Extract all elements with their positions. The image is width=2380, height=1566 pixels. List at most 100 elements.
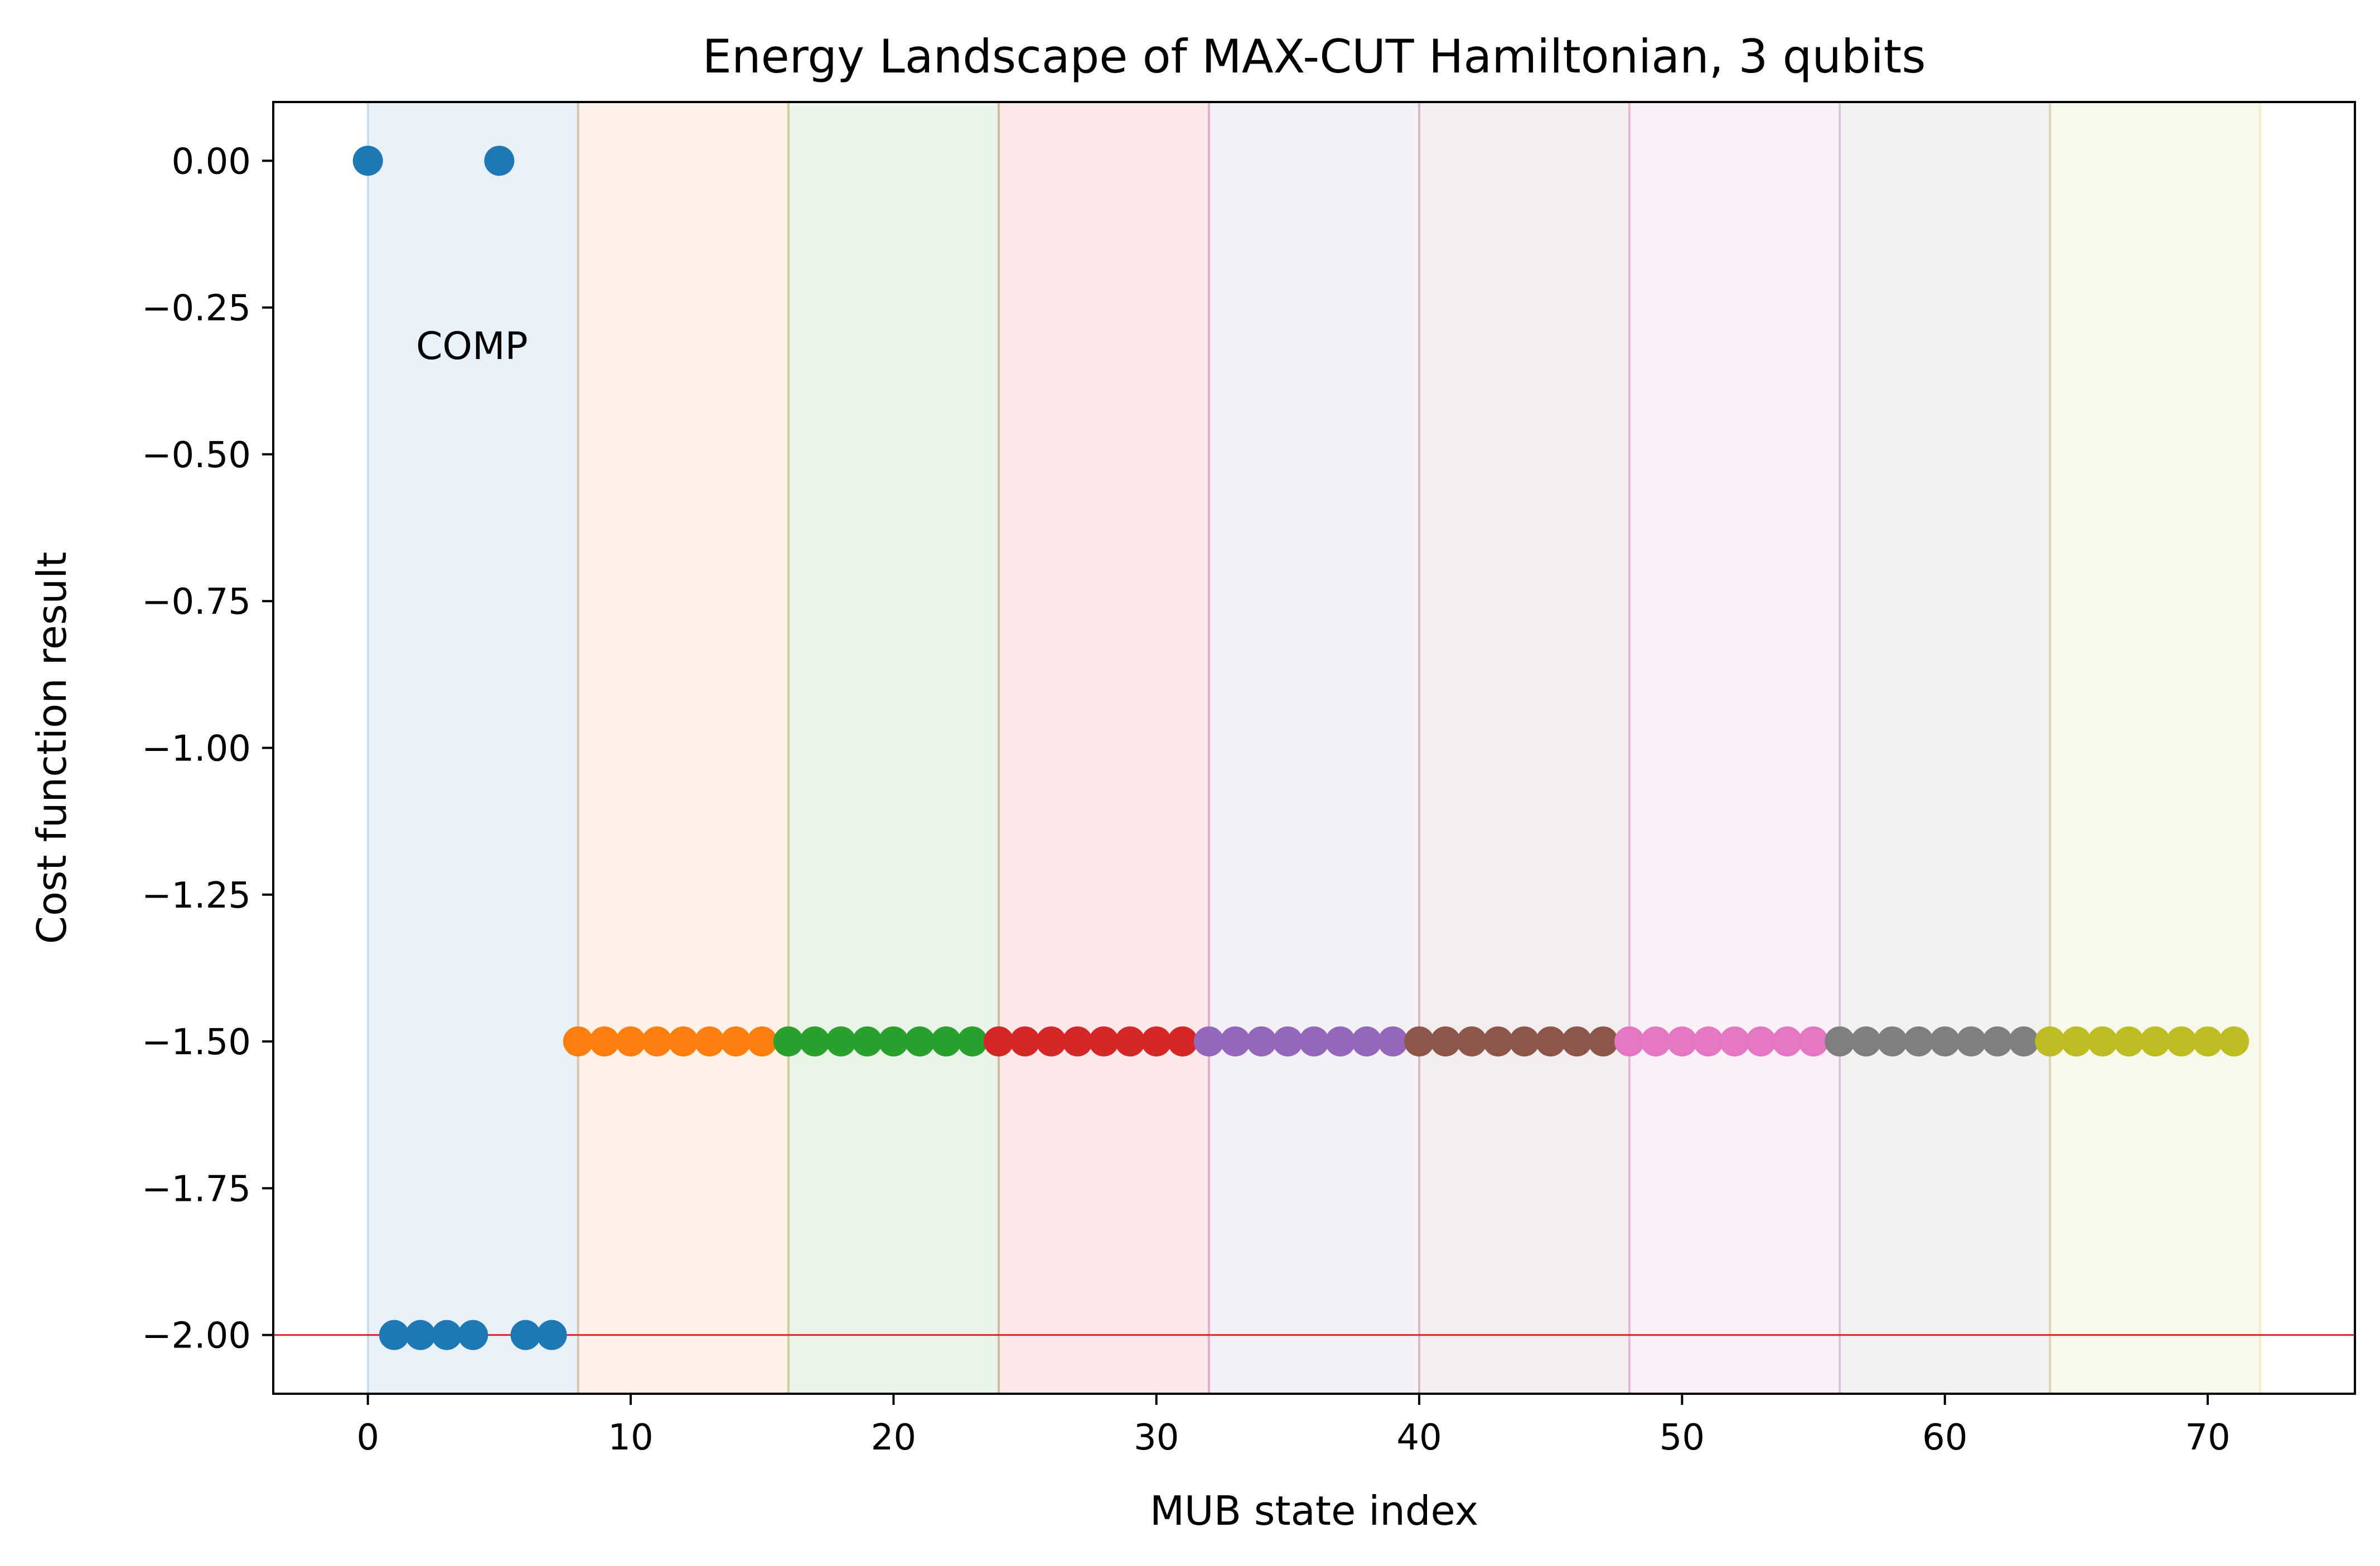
data-point-s2-3: [852, 1026, 883, 1057]
data-point-s2-5: [904, 1026, 935, 1057]
x-tick-label-1: 10: [608, 1417, 653, 1458]
data-point-s2-0: [773, 1026, 804, 1057]
y-axis-ticks: 0.00 −0.25 −0.50 −0.75 −1.00 −1.25 −1.50 −1.75 −…: [142, 141, 273, 1357]
data-point-s8-6: [2193, 1026, 2223, 1057]
data-point-s3-7: [1167, 1026, 1198, 1057]
x-tick-label-6: 60: [1922, 1417, 1967, 1458]
data-point-s3-4: [1089, 1026, 1119, 1057]
x-tick-label-4: 40: [1396, 1417, 1441, 1458]
data-point-s1-2: [616, 1026, 646, 1057]
x-axis-ticks: 0 10 20 30 40 50 60 70: [356, 1394, 2231, 1458]
data-point-s3-6: [1141, 1026, 1172, 1057]
data-point-s4-5: [1325, 1026, 1356, 1057]
data-point-s4-7: [1377, 1026, 1408, 1057]
y-tick-label-7: −1.75: [142, 1169, 251, 1210]
data-point-s5-4: [1509, 1026, 1540, 1057]
x-tick-label-2: 20: [871, 1417, 916, 1458]
data-point-s3-1: [1010, 1026, 1041, 1057]
data-point-s7-3: [1903, 1026, 1934, 1057]
y-tick-label-2: −0.50: [142, 435, 251, 476]
data-point-s8-1: [2061, 1026, 2092, 1057]
data-point-s6-4: [1719, 1026, 1750, 1057]
mub-band-2: [788, 102, 999, 1394]
data-point-s0-2: [405, 1320, 436, 1350]
mub-band-4: [1208, 102, 1420, 1394]
data-point-s1-5: [694, 1026, 725, 1057]
mub-band-1: [578, 102, 789, 1394]
data-point-s8-0: [2035, 1026, 2065, 1057]
data-point-s5-3: [1483, 1026, 1513, 1057]
data-point-s6-1: [1641, 1026, 1671, 1057]
y-tick-label-5: −1.25: [142, 875, 251, 917]
data-point-s0-1: [379, 1320, 409, 1350]
y-tick-label-8: −2.00: [142, 1316, 251, 1357]
data-point-s6-5: [1745, 1026, 1776, 1057]
data-point-s7-4: [1929, 1026, 1960, 1057]
data-point-s6-6: [1772, 1026, 1802, 1057]
data-point-s6-3: [1693, 1026, 1724, 1057]
data-point-s7-6: [1982, 1026, 2013, 1057]
data-point-s5-2: [1457, 1026, 1487, 1057]
data-point-s1-0: [563, 1026, 593, 1057]
data-point-s4-4: [1299, 1026, 1329, 1057]
data-point-layer: [352, 146, 2250, 1350]
data-point-s7-5: [1956, 1026, 1986, 1057]
mub-band-0: [367, 102, 578, 1394]
data-point-s6-7: [1798, 1026, 1829, 1057]
data-point-s5-6: [1561, 1026, 1592, 1057]
mub-band-5: [1419, 102, 1630, 1394]
data-point-s5-5: [1535, 1026, 1566, 1057]
data-point-s1-6: [720, 1026, 751, 1057]
data-point-s2-4: [878, 1026, 909, 1057]
mub-band-3: [998, 102, 1209, 1394]
data-point-s4-6: [1351, 1026, 1382, 1057]
chart-title: Energy Landscape of MAX-CUT Hamiltonian,…: [703, 30, 1926, 84]
data-point-s0-7: [536, 1320, 567, 1350]
data-point-s7-0: [1825, 1026, 1855, 1057]
data-point-s0-0: [352, 146, 383, 176]
x-axis-label: MUB state index: [1150, 1487, 1478, 1534]
data-point-s8-3: [2113, 1026, 2144, 1057]
data-point-s1-3: [642, 1026, 673, 1057]
data-point-s7-1: [1851, 1026, 1881, 1057]
data-point-s2-6: [931, 1026, 961, 1057]
data-point-s8-2: [2087, 1026, 2118, 1057]
data-point-s0-3: [432, 1320, 462, 1350]
data-point-s1-7: [747, 1026, 777, 1057]
data-point-s2-2: [826, 1026, 857, 1057]
data-point-s6-2: [1667, 1026, 1697, 1057]
y-tick-label-3: −0.75: [142, 581, 251, 623]
y-tick-label-1: −0.25: [142, 288, 251, 329]
data-point-s4-1: [1220, 1026, 1251, 1057]
data-point-s6-0: [1614, 1026, 1645, 1057]
x-tick-label-5: 50: [1660, 1417, 1705, 1458]
data-point-s7-2: [1877, 1026, 1908, 1057]
data-point-s2-7: [957, 1026, 988, 1057]
data-point-s7-7: [2009, 1026, 2039, 1057]
y-tick-label-6: −1.50: [142, 1022, 251, 1063]
y-tick-label-4: −1.00: [142, 729, 251, 770]
annotation-comp: COMP: [416, 324, 528, 369]
mub-band-8: [2050, 102, 2261, 1394]
data-point-s0-6: [510, 1320, 541, 1350]
x-tick-label-0: 0: [356, 1417, 379, 1458]
data-point-s0-4: [458, 1320, 488, 1350]
x-tick-label-3: 30: [1134, 1417, 1179, 1458]
data-point-s5-0: [1404, 1026, 1435, 1057]
data-point-s3-2: [1036, 1026, 1067, 1057]
data-point-s8-4: [2140, 1026, 2170, 1057]
data-point-s8-7: [2219, 1026, 2250, 1057]
data-point-s4-3: [1273, 1026, 1303, 1057]
data-point-s0-5: [484, 146, 515, 176]
mub-band-layer: [366, 102, 2262, 1394]
data-point-s4-2: [1246, 1026, 1277, 1057]
data-point-s3-3: [1062, 1026, 1093, 1057]
data-point-s1-1: [589, 1026, 620, 1057]
data-point-s8-5: [2166, 1026, 2197, 1057]
data-point-s2-1: [799, 1026, 830, 1057]
data-point-s1-4: [668, 1026, 699, 1057]
mub-band-6: [1629, 102, 1840, 1394]
data-point-s5-7: [1588, 1026, 1618, 1057]
